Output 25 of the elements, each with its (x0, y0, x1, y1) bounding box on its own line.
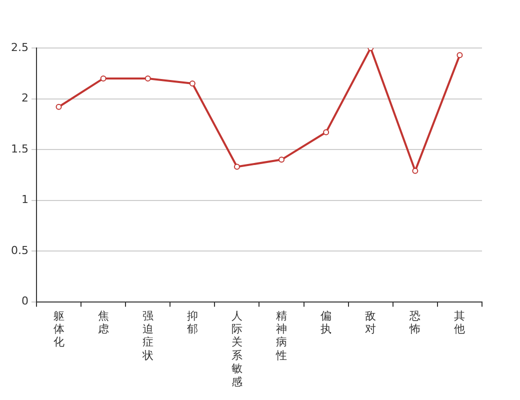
point (189, 80, 196, 87)
x-tick-label: 抑郁 (186, 309, 198, 336)
x-tick-label: 躯体化 (53, 309, 64, 349)
point (234, 164, 240, 170)
y-tick-label: 2 (21, 92, 28, 105)
point (100, 75, 106, 82)
x-tick-label: 其他 (454, 309, 466, 336)
x-tick-label: 焦虑 (98, 309, 109, 336)
point (144, 75, 151, 82)
y-tick-label: 0 (21, 294, 28, 308)
y-tick-label: 1.5 (10, 142, 28, 156)
x-tick-label: 人际关系敏感 (231, 309, 242, 388)
y-tick-label: 2.5 (10, 40, 28, 54)
point (456, 52, 463, 58)
x-tick-label: 偏执 (320, 309, 332, 336)
y-tick-label: 0.5 (10, 244, 28, 257)
point (323, 129, 330, 136)
point (278, 156, 285, 163)
x-tick-label: 精神病性 (275, 309, 288, 362)
x-tick-label: 恐怖 (408, 309, 421, 336)
x-tick-label: 敌对 (365, 309, 376, 336)
y-tick-label: 1 (21, 193, 28, 206)
point (56, 104, 62, 110)
x-tick-label: 强迫症状 (141, 309, 154, 362)
point (412, 168, 418, 174)
